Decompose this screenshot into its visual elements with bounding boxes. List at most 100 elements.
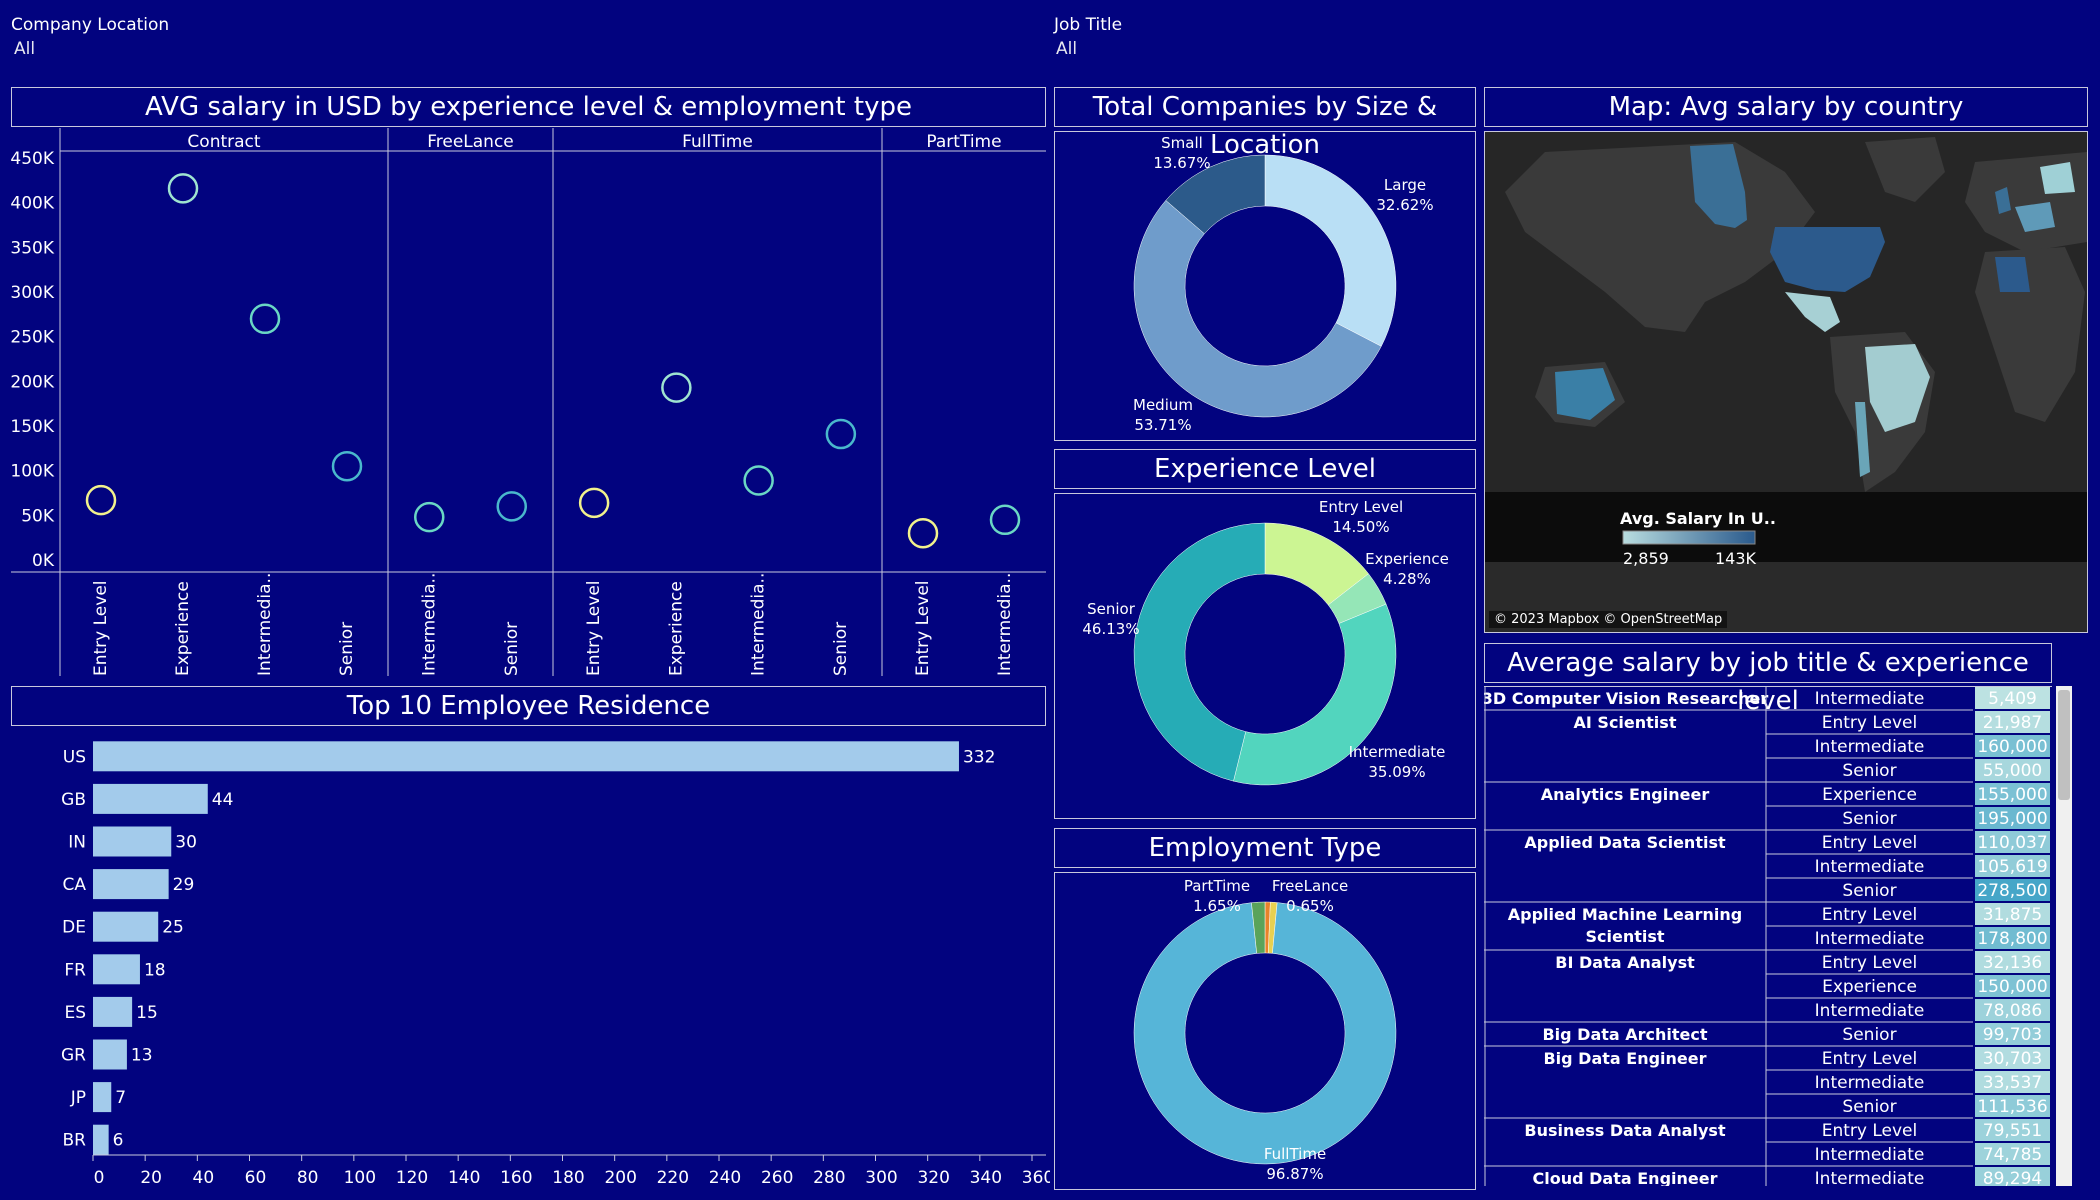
donut-slice-pct: 14.50% bbox=[1332, 518, 1389, 536]
table-job-title: Analytics Engineer bbox=[1541, 785, 1710, 804]
table-salary-cell-bg bbox=[1975, 903, 2050, 925]
salary-table: 3D Computer Vision Researcher Intermediat… bbox=[1484, 686, 2070, 1186]
scatter-y-tick: 350K bbox=[10, 238, 54, 258]
donut-slice bbox=[1133, 522, 1266, 782]
table-salary-cell-bg bbox=[1975, 1167, 2050, 1186]
bar-x-tick: 260 bbox=[761, 1168, 793, 1188]
table-scrollbar-thumb[interactable] bbox=[2058, 690, 2070, 800]
scatter-panel-header: Contract bbox=[187, 132, 260, 152]
residence-bar bbox=[93, 911, 159, 942]
table-salary-cell-bg bbox=[1975, 855, 2050, 877]
bar-x-tick: 100 bbox=[344, 1168, 376, 1188]
company-location-filter-value[interactable]: All bbox=[14, 39, 36, 59]
donut-slice bbox=[1133, 200, 1382, 418]
table-salary-cell: 160,000 bbox=[1977, 737, 2047, 757]
map-panel-title: Map: Avg salary by country bbox=[1484, 87, 2088, 127]
donut-slice bbox=[1133, 902, 1397, 1165]
bar-x-tick: 120 bbox=[396, 1168, 428, 1188]
table-experience-cell: Intermediate bbox=[1815, 857, 1925, 877]
table-experience-cell: Entry Level bbox=[1822, 713, 1918, 733]
donut-slice bbox=[1264, 154, 1397, 347]
bar-category-label: ES bbox=[64, 1003, 86, 1023]
table-scrollbar[interactable] bbox=[2056, 686, 2072, 1186]
country-algeria bbox=[1995, 257, 2030, 292]
scatter-y-tick: 100K bbox=[10, 462, 54, 482]
table-job-title: Cloud Data Engineer bbox=[1533, 1169, 1718, 1186]
scatter-point bbox=[989, 504, 1021, 536]
scatter-point bbox=[249, 303, 281, 335]
scatter-x-tick: Intermedia.. bbox=[995, 573, 1015, 676]
table-salary-cell-bg bbox=[1975, 687, 2050, 709]
residence-bar bbox=[93, 1039, 127, 1070]
salary-map[interactable]: Avg. Salary In U.. 2,859 143K © 2023 Map… bbox=[1484, 131, 2088, 633]
country-europe-north bbox=[2040, 162, 2075, 194]
table-salary-cell-bg bbox=[1975, 1119, 2050, 1141]
residence-bar bbox=[93, 1082, 112, 1113]
salary-table-grid: 3D Computer Vision Researcher Intermediat… bbox=[1484, 686, 2052, 1186]
table-experience-cell: Entry Level bbox=[1822, 1049, 1918, 1069]
map-attribution[interactable]: © 2023 Mapbox © OpenStreetMap bbox=[1489, 611, 1728, 628]
table-salary-cell: 78,086 bbox=[1983, 1001, 2042, 1021]
scatter-x-tick: Intermedia.. bbox=[255, 573, 275, 676]
scatter-point bbox=[414, 501, 445, 533]
donut-slice-pct: 4.28% bbox=[1383, 570, 1431, 588]
table-salary-cell-bg bbox=[1975, 759, 2050, 781]
donut-slice bbox=[1251, 901, 1266, 954]
scatter-x-tick: Intermedia.. bbox=[749, 573, 769, 676]
scatter-y-tick: 300K bbox=[10, 283, 54, 303]
experience-chart-frame bbox=[1054, 493, 1476, 819]
experience-panel-title: Experience Level bbox=[1054, 449, 1476, 489]
bar-value-label: 30 bbox=[175, 833, 197, 853]
bar-x-tick: 0 bbox=[94, 1168, 105, 1188]
bar-value-label: 44 bbox=[212, 790, 234, 810]
job-title-filter-value[interactable]: All bbox=[1056, 39, 1078, 59]
bar-x-tick: 20 bbox=[140, 1168, 162, 1188]
table-salary-cell: 110,037 bbox=[1977, 833, 2047, 853]
table-salary-cell-bg bbox=[1975, 1023, 2050, 1045]
residence-bar bbox=[93, 869, 169, 900]
table-salary-cell: 21,987 bbox=[1983, 713, 2042, 733]
table-salary-cell-bg bbox=[1975, 807, 2050, 829]
scatter-point bbox=[167, 173, 199, 204]
table-salary-cell: 178,800 bbox=[1977, 929, 2047, 949]
country-brazil bbox=[1865, 344, 1930, 432]
bar-category-label: BR bbox=[63, 1131, 87, 1151]
scatter-chart: 0K 50K 100K 150K 200K 250K 300K 350K 400K 450K Con… bbox=[10, 128, 1046, 676]
scatter-x-tick: Entry Level bbox=[91, 580, 111, 676]
donut-slice-label: FullTime bbox=[1264, 1145, 1326, 1163]
scatter-x-tick: Experience bbox=[173, 581, 193, 676]
table-job-title: AI Scientist bbox=[1574, 713, 1677, 732]
experience-donut: Entry Level 14.50% Experience 4.28% Intermed… bbox=[1082, 498, 1449, 786]
table-salary-cell: 99,703 bbox=[1983, 1025, 2042, 1045]
table-panel-title: Average salary by job title & experience… bbox=[1484, 643, 2052, 716]
table-salary-cell: 32,136 bbox=[1983, 953, 2042, 973]
country-mexico bbox=[1785, 292, 1840, 332]
scatter-point bbox=[496, 491, 527, 522]
scatter-panel-header: PartTime bbox=[926, 132, 1001, 152]
residence-bar-chart: US 332 GB 44 IN 30 CA 29 DE 25 FR 18 ES 15 GR 13 JP 7 BR 60… bbox=[61, 741, 1050, 1188]
scatter-y-tick: 0K bbox=[32, 551, 55, 571]
scatter-point bbox=[825, 418, 857, 450]
map-legend-max: 143K bbox=[1715, 549, 1757, 568]
bar-x-tick: 300 bbox=[865, 1168, 897, 1188]
table-salary-cell-bg bbox=[1975, 951, 2050, 973]
donut-slice-label: Intermediate bbox=[1349, 743, 1446, 761]
scatter-point bbox=[578, 487, 610, 519]
bar-value-label: 13 bbox=[131, 1046, 153, 1066]
table-experience-cell: Experience bbox=[1822, 977, 1917, 997]
table-salary-cell-bg bbox=[1975, 879, 2050, 901]
donut-slice-pct: 0.65% bbox=[1286, 897, 1334, 915]
table-experience-cell: Intermediate bbox=[1815, 1001, 1925, 1021]
bar-x-tick: 280 bbox=[813, 1168, 845, 1188]
table-experience-cell: Entry Level bbox=[1822, 833, 1918, 853]
table-salary-cell: 195,000 bbox=[1977, 809, 2047, 829]
bar-category-label: DE bbox=[62, 918, 86, 938]
donut-slice-pct: 1.65% bbox=[1193, 897, 1241, 915]
table-experience-cell: Senior bbox=[1842, 761, 1896, 781]
scatter-y-tick: 450K bbox=[10, 149, 54, 169]
map-canvas[interactable]: Avg. Salary In U.. 2,859 143K bbox=[1485, 132, 2087, 632]
scatter-x-tick: Senior bbox=[831, 622, 851, 676]
table-salary-cell-bg bbox=[1975, 831, 2050, 853]
bar-value-label: 7 bbox=[115, 1088, 126, 1108]
country-australia bbox=[1555, 368, 1615, 420]
